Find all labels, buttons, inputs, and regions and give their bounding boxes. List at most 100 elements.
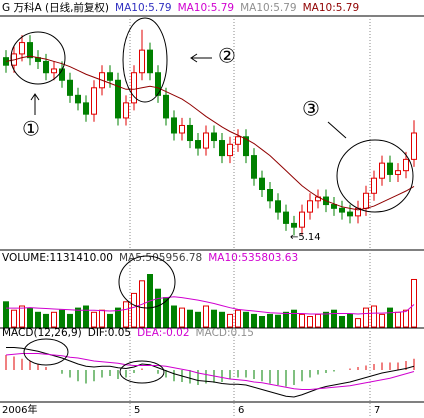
candle-body bbox=[83, 102, 89, 115]
candle-body bbox=[211, 132, 217, 142]
candle-body bbox=[131, 72, 137, 104]
indicator-line bbox=[6, 347, 415, 398]
volume-bar bbox=[187, 309, 193, 328]
volume-bar bbox=[219, 311, 225, 328]
annotation-circle bbox=[23, 338, 69, 366]
x-tick-label: 7 bbox=[374, 405, 380, 416]
volume-bar bbox=[67, 313, 73, 328]
candle-body bbox=[51, 68, 57, 74]
volume-bar bbox=[211, 309, 217, 328]
annotation-arrow bbox=[327, 121, 347, 139]
candle-body bbox=[331, 204, 337, 209]
candle-body bbox=[283, 211, 289, 224]
legend-text: G 万科A (日线,前复权) bbox=[2, 1, 109, 14]
annotation-arrow bbox=[190, 53, 198, 63]
volume-bar bbox=[83, 305, 89, 328]
candle-body bbox=[147, 49, 153, 74]
candle-body bbox=[387, 162, 393, 175]
volume-bar bbox=[203, 305, 209, 328]
volume-bar bbox=[227, 313, 233, 328]
candle-body bbox=[219, 140, 225, 157]
volume-bar bbox=[395, 311, 401, 328]
candle-body bbox=[115, 79, 121, 119]
candle-body bbox=[67, 79, 73, 96]
volume-bar bbox=[251, 313, 257, 328]
annotation-label: ② bbox=[218, 44, 236, 68]
volume-bar bbox=[411, 278, 417, 328]
legend-text: MA10:5.79 bbox=[240, 2, 297, 14]
volume-bar bbox=[51, 311, 57, 328]
volume-bar bbox=[179, 307, 185, 328]
candle-body bbox=[107, 72, 113, 81]
candle-body bbox=[227, 143, 233, 157]
candle-body bbox=[379, 162, 385, 179]
annotations: ① ② ③ ←5.14 bbox=[10, 17, 414, 384]
annotation-circle bbox=[118, 255, 176, 309]
volume-bar bbox=[171, 305, 177, 328]
volume-bar bbox=[355, 318, 361, 328]
marks: G 万科A (日线,前复权) MA10:5.79 MA10:5.79 MA10:5.7… bbox=[2, 1, 417, 418]
legend-text: MACD(12,26,9) bbox=[2, 327, 82, 339]
legend-text: DEA:-0.02 bbox=[137, 327, 189, 339]
legend-text: MACD:0.15 bbox=[196, 327, 254, 339]
volume-bar bbox=[339, 316, 345, 328]
candle-body bbox=[347, 211, 353, 217]
candle-body bbox=[299, 211, 305, 228]
candle-body bbox=[363, 192, 369, 209]
volume-bar bbox=[299, 313, 305, 328]
candle-body bbox=[43, 60, 49, 74]
volume-bar bbox=[123, 301, 129, 328]
volume-bar bbox=[371, 305, 377, 328]
candle-body bbox=[243, 136, 249, 157]
volume-bar bbox=[387, 307, 393, 328]
candle-body bbox=[75, 94, 81, 104]
x-tick-label: 5 bbox=[134, 405, 140, 416]
candle-body bbox=[19, 42, 25, 55]
volume-bar bbox=[307, 316, 313, 328]
candle-body bbox=[267, 189, 273, 202]
volume-bar bbox=[115, 307, 121, 328]
volume-bar bbox=[243, 311, 249, 328]
volume-bar bbox=[283, 311, 289, 328]
candle-body bbox=[371, 177, 377, 194]
candle-body bbox=[403, 158, 409, 172]
volume-bar bbox=[131, 292, 137, 328]
candle-body bbox=[195, 140, 201, 149]
volume-bar bbox=[363, 307, 369, 328]
candle-body bbox=[171, 117, 177, 134]
volume-bar bbox=[27, 307, 33, 328]
candle-body bbox=[187, 124, 193, 142]
volume-bar bbox=[315, 313, 321, 328]
x-tick-label: 2006年 bbox=[2, 403, 37, 416]
volume-bar bbox=[323, 311, 329, 328]
legend-text: MA10:5.79 bbox=[178, 2, 235, 14]
candle-body bbox=[251, 155, 257, 179]
volume-bar bbox=[3, 301, 9, 328]
volume-bar bbox=[99, 309, 105, 328]
candle-body bbox=[155, 72, 161, 96]
legend-text: MA10:5.79 bbox=[303, 2, 360, 14]
candle-body bbox=[203, 132, 209, 149]
annotation-label: ③ bbox=[302, 97, 320, 121]
candle-body bbox=[123, 102, 129, 119]
candle-body bbox=[411, 132, 417, 160]
legend-text: MA10:535803.63 bbox=[208, 252, 298, 264]
indicator-line bbox=[5, 353, 415, 390]
volume-bar bbox=[347, 313, 353, 328]
legend-text: DIF:0.05 bbox=[88, 327, 131, 339]
volume-bar bbox=[259, 316, 265, 328]
volume-bar bbox=[275, 314, 281, 328]
volume-bar bbox=[35, 311, 41, 328]
candle-body bbox=[275, 200, 281, 213]
annotation-circle bbox=[336, 139, 414, 213]
volume-bar bbox=[75, 307, 81, 328]
legend-text: MA10:5.79 bbox=[115, 2, 172, 14]
volume-bar bbox=[379, 313, 385, 328]
candle-body bbox=[339, 207, 345, 213]
x-tick-label: 6 bbox=[238, 405, 244, 416]
legend-text: MA5:505956.78 bbox=[119, 252, 202, 264]
low-label: ←5.14 bbox=[290, 232, 321, 243]
volume-bar bbox=[19, 305, 25, 328]
annotation-circle bbox=[119, 360, 165, 384]
